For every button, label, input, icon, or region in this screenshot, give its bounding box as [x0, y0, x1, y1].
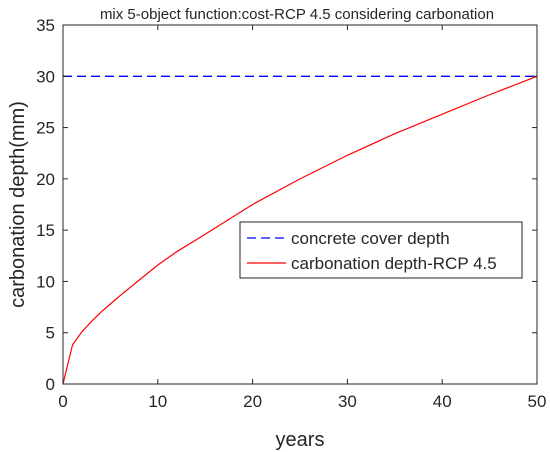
x-axis-label: years: [276, 429, 325, 451]
series-layer: [62, 75, 538, 385]
y-tick-label: 0: [46, 375, 55, 394]
y-tick-label: 20: [36, 170, 55, 189]
y-tick-label: 15: [36, 221, 55, 240]
plot-frame: [62, 24, 538, 385]
series-line-carbonation-depth-rcp-4-5: [62, 75, 538, 385]
y-tick-label: 10: [36, 272, 55, 291]
legend: concrete cover depth carbonation depth-R…: [239, 221, 523, 279]
legend-box: [239, 221, 523, 279]
y-axis: 0 5 10 15 20 25 30 35: [36, 16, 537, 394]
x-tick-label: 40: [433, 392, 452, 411]
x-tick-label: 20: [243, 392, 262, 411]
y-axis-label: carbonation depth(mm): [7, 101, 29, 308]
x-tick-label: 0: [58, 392, 67, 411]
y-tick-label: 25: [36, 119, 55, 138]
plot-area: [63, 25, 537, 384]
y-tick-label: 35: [36, 16, 55, 35]
x-tick-label: 50: [528, 392, 547, 411]
x-tick-label: 10: [148, 392, 167, 411]
chart-title: mix 5-object function:cost-RCP 4.5 consi…: [100, 6, 494, 23]
legend-entry-concrete-cover-depth: concrete cover depth: [291, 229, 450, 248]
y-tick-label: 5: [46, 324, 55, 343]
y-tick-label: 30: [36, 67, 55, 86]
legend-entry-carbonation-depth: carbonation depth-RCP 4.5: [291, 254, 497, 273]
x-tick-label: 30: [338, 392, 357, 411]
